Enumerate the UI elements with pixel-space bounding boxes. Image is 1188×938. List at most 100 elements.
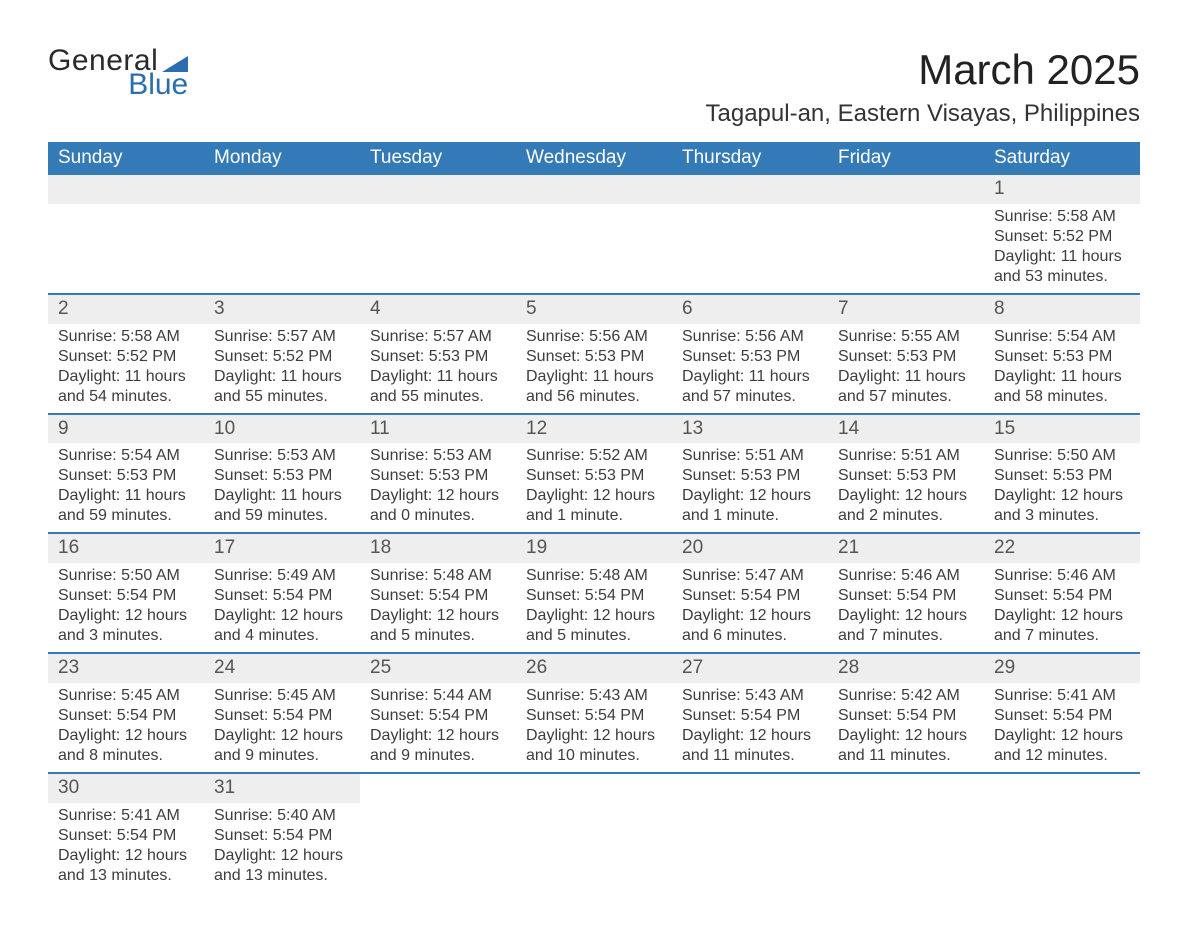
- day-number-cell: [48, 175, 204, 204]
- day-detail-cell: [984, 803, 1140, 892]
- day-detail-cell: Sunrise: 5:42 AMSunset: 5:54 PMDaylight:…: [828, 683, 984, 773]
- day-detail-cell: Sunrise: 5:46 AMSunset: 5:54 PMDaylight:…: [828, 563, 984, 653]
- day-number-cell: 27: [672, 653, 828, 683]
- calendar-table: SundayMondayTuesdayWednesdayThursdayFrid…: [48, 142, 1140, 892]
- day-number-cell: 24: [204, 653, 360, 683]
- day-number-cell: 11: [360, 414, 516, 444]
- day-detail-cell: [672, 204, 828, 294]
- day-number-cell: 6: [672, 294, 828, 324]
- day-number-cell: 31: [204, 773, 360, 803]
- week-detail-row: Sunrise: 5:58 AMSunset: 5:52 PMDaylight:…: [48, 204, 1140, 294]
- day-detail-cell: Sunrise: 5:43 AMSunset: 5:54 PMDaylight:…: [516, 683, 672, 773]
- calendar-head: SundayMondayTuesdayWednesdayThursdayFrid…: [48, 142, 1140, 175]
- day-detail-cell: Sunrise: 5:44 AMSunset: 5:54 PMDaylight:…: [360, 683, 516, 773]
- day-number-cell: 9: [48, 414, 204, 444]
- day-number-cell: 15: [984, 414, 1140, 444]
- day-header: Sunday: [48, 142, 204, 175]
- calendar-body: 1Sunrise: 5:58 AMSunset: 5:52 PMDaylight…: [48, 175, 1140, 892]
- day-detail-cell: Sunrise: 5:52 AMSunset: 5:53 PMDaylight:…: [516, 443, 672, 533]
- day-detail-cell: Sunrise: 5:43 AMSunset: 5:54 PMDaylight:…: [672, 683, 828, 773]
- day-number-cell: 28: [828, 653, 984, 683]
- day-detail-cell: [360, 204, 516, 294]
- day-number-cell: 22: [984, 533, 1140, 563]
- week-detail-row: Sunrise: 5:41 AMSunset: 5:54 PMDaylight:…: [48, 803, 1140, 892]
- day-number-cell: [516, 175, 672, 204]
- day-number-cell: [672, 773, 828, 803]
- day-header: Tuesday: [360, 142, 516, 175]
- day-detail-cell: Sunrise: 5:51 AMSunset: 5:53 PMDaylight:…: [828, 443, 984, 533]
- day-detail-cell: [672, 803, 828, 892]
- day-detail-cell: [204, 204, 360, 294]
- day-number-cell: 13: [672, 414, 828, 444]
- day-header: Thursday: [672, 142, 828, 175]
- week-daynum-row: 16171819202122: [48, 533, 1140, 563]
- day-number-cell: 21: [828, 533, 984, 563]
- brand-word2: Blue: [128, 70, 188, 100]
- day-number-cell: [828, 773, 984, 803]
- week-daynum-row: 1: [48, 175, 1140, 204]
- day-number-cell: [672, 175, 828, 204]
- brand-triangle-icon: [162, 56, 188, 72]
- day-number-cell: 5: [516, 294, 672, 324]
- day-detail-cell: Sunrise: 5:48 AMSunset: 5:54 PMDaylight:…: [360, 563, 516, 653]
- day-detail-cell: Sunrise: 5:41 AMSunset: 5:54 PMDaylight:…: [984, 683, 1140, 773]
- day-number-cell: [828, 175, 984, 204]
- day-number-cell: [360, 175, 516, 204]
- day-number-cell: 14: [828, 414, 984, 444]
- day-number-cell: [516, 773, 672, 803]
- day-header: Monday: [204, 142, 360, 175]
- day-detail-cell: [828, 204, 984, 294]
- day-detail-cell: Sunrise: 5:57 AMSunset: 5:53 PMDaylight:…: [360, 324, 516, 414]
- day-number-cell: 17: [204, 533, 360, 563]
- day-number-cell: 30: [48, 773, 204, 803]
- day-number-cell: 19: [516, 533, 672, 563]
- day-number-cell: 4: [360, 294, 516, 324]
- day-detail-cell: [516, 803, 672, 892]
- day-number-cell: 29: [984, 653, 1140, 683]
- day-number-cell: [984, 773, 1140, 803]
- day-detail-cell: Sunrise: 5:57 AMSunset: 5:52 PMDaylight:…: [204, 324, 360, 414]
- day-detail-cell: Sunrise: 5:51 AMSunset: 5:53 PMDaylight:…: [672, 443, 828, 533]
- day-number-cell: [204, 175, 360, 204]
- day-detail-cell: Sunrise: 5:48 AMSunset: 5:54 PMDaylight:…: [516, 563, 672, 653]
- day-number-cell: 3: [204, 294, 360, 324]
- week-daynum-row: 23242526272829: [48, 653, 1140, 683]
- day-detail-cell: Sunrise: 5:50 AMSunset: 5:53 PMDaylight:…: [984, 443, 1140, 533]
- day-detail-cell: Sunrise: 5:46 AMSunset: 5:54 PMDaylight:…: [984, 563, 1140, 653]
- day-number-cell: [360, 773, 516, 803]
- day-detail-cell: [360, 803, 516, 892]
- day-number-cell: 26: [516, 653, 672, 683]
- day-number-cell: 7: [828, 294, 984, 324]
- title-block: March 2025 Tagapul-an, Eastern Visayas, …: [706, 46, 1140, 128]
- header: General Blue March 2025 Tagapul-an, East…: [48, 46, 1140, 128]
- day-number-cell: 8: [984, 294, 1140, 324]
- day-detail-cell: Sunrise: 5:45 AMSunset: 5:54 PMDaylight:…: [204, 683, 360, 773]
- day-number-cell: 25: [360, 653, 516, 683]
- day-number-cell: 23: [48, 653, 204, 683]
- day-detail-cell: Sunrise: 5:40 AMSunset: 5:54 PMDaylight:…: [204, 803, 360, 892]
- day-header: Saturday: [984, 142, 1140, 175]
- day-detail-cell: Sunrise: 5:56 AMSunset: 5:53 PMDaylight:…: [516, 324, 672, 414]
- day-detail-cell: [516, 204, 672, 294]
- week-daynum-row: 9101112131415: [48, 414, 1140, 444]
- week-daynum-row: 2345678: [48, 294, 1140, 324]
- day-detail-cell: Sunrise: 5:53 AMSunset: 5:53 PMDaylight:…: [204, 443, 360, 533]
- day-detail-cell: Sunrise: 5:53 AMSunset: 5:53 PMDaylight:…: [360, 443, 516, 533]
- location: Tagapul-an, Eastern Visayas, Philippines: [706, 100, 1140, 128]
- day-detail-cell: [48, 204, 204, 294]
- day-number-cell: 2: [48, 294, 204, 324]
- day-number-cell: 12: [516, 414, 672, 444]
- week-detail-row: Sunrise: 5:58 AMSunset: 5:52 PMDaylight:…: [48, 324, 1140, 414]
- day-detail-cell: [828, 803, 984, 892]
- brand-logo: General Blue: [48, 46, 188, 100]
- week-detail-row: Sunrise: 5:50 AMSunset: 5:54 PMDaylight:…: [48, 563, 1140, 653]
- day-detail-cell: Sunrise: 5:49 AMSunset: 5:54 PMDaylight:…: [204, 563, 360, 653]
- day-detail-cell: Sunrise: 5:58 AMSunset: 5:52 PMDaylight:…: [984, 204, 1140, 294]
- day-detail-cell: Sunrise: 5:50 AMSunset: 5:54 PMDaylight:…: [48, 563, 204, 653]
- week-daynum-row: 3031: [48, 773, 1140, 803]
- month-title: March 2025: [706, 46, 1140, 94]
- day-number-cell: 20: [672, 533, 828, 563]
- day-header-row: SundayMondayTuesdayWednesdayThursdayFrid…: [48, 142, 1140, 175]
- week-detail-row: Sunrise: 5:45 AMSunset: 5:54 PMDaylight:…: [48, 683, 1140, 773]
- day-detail-cell: Sunrise: 5:58 AMSunset: 5:52 PMDaylight:…: [48, 324, 204, 414]
